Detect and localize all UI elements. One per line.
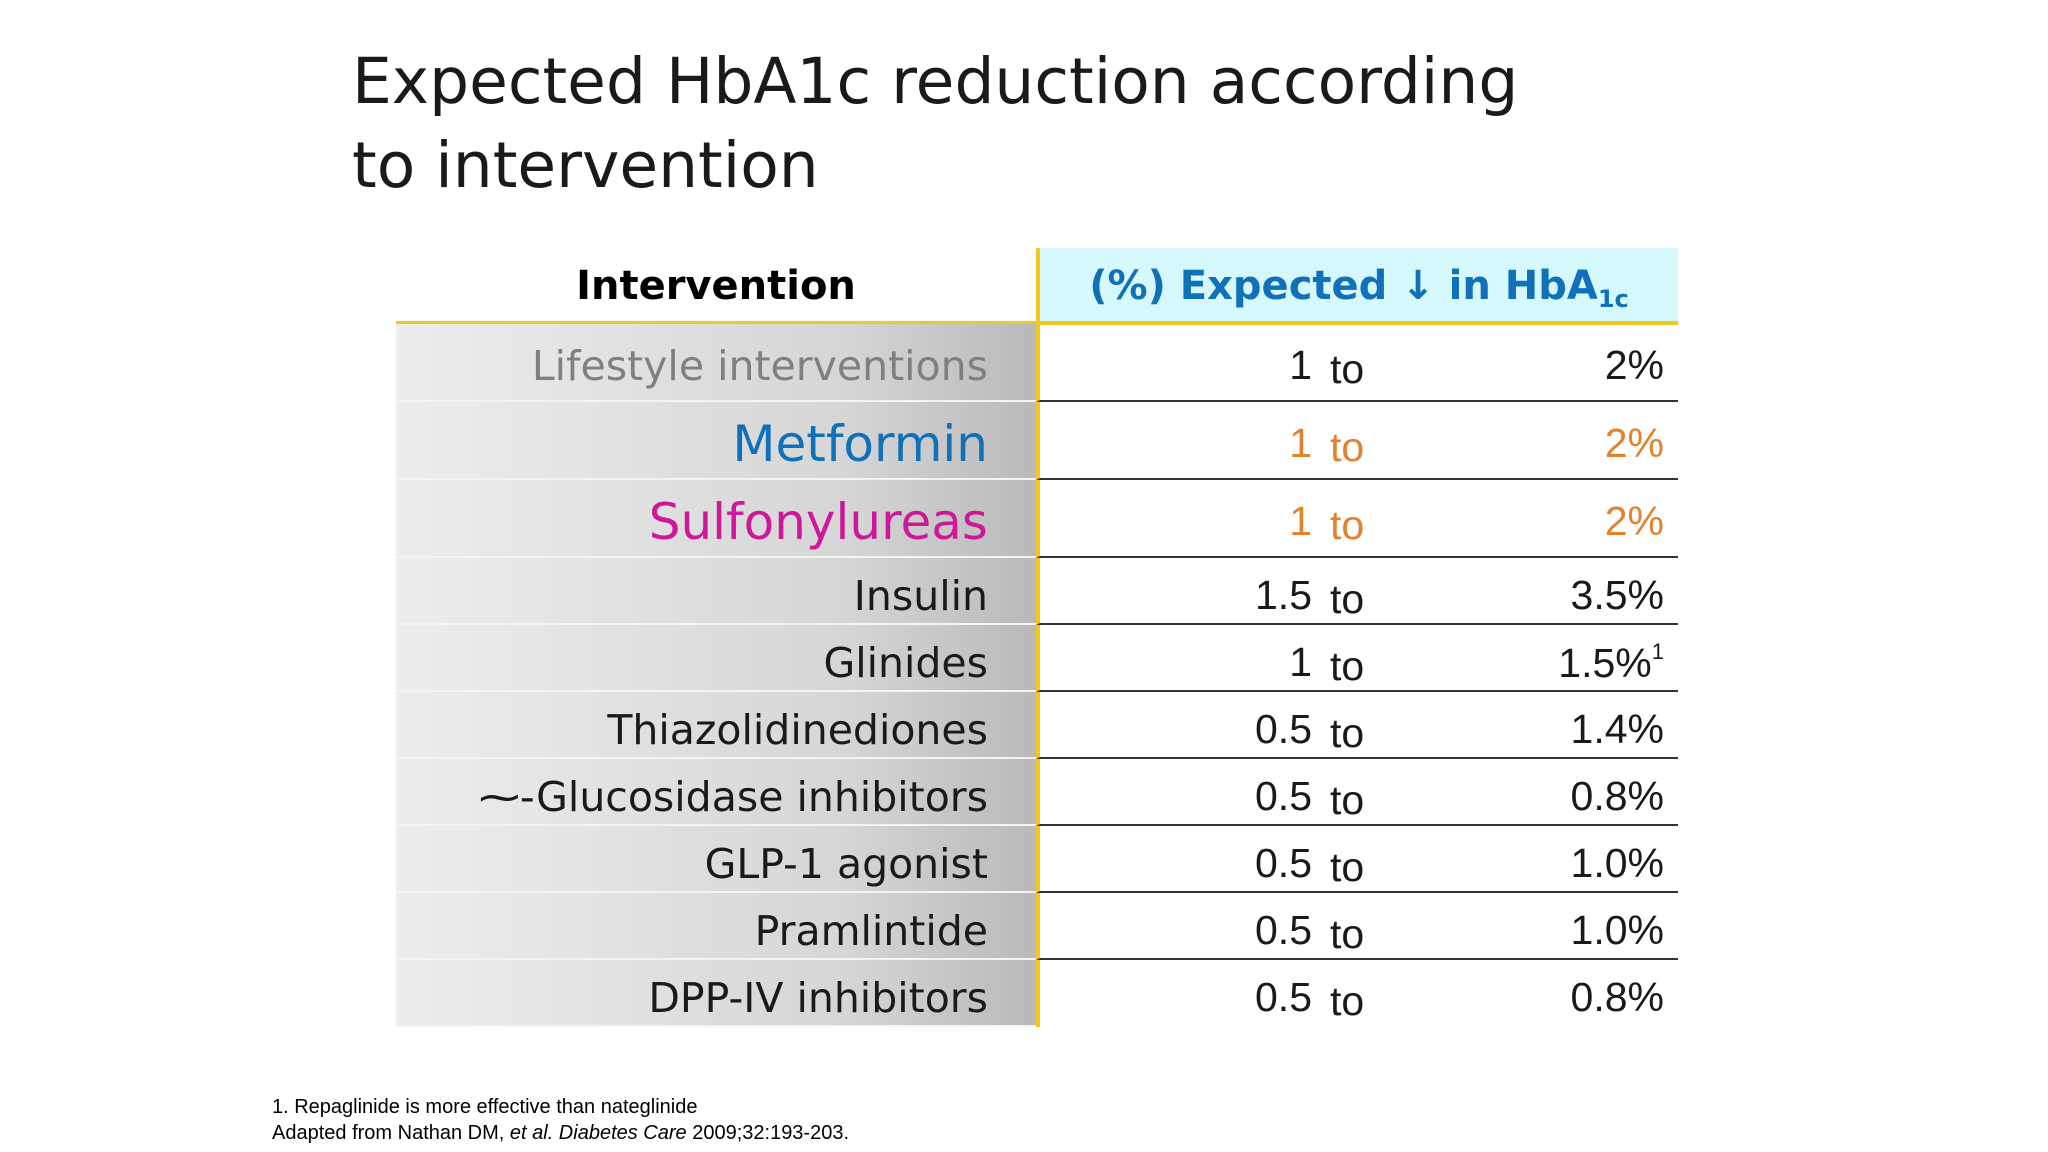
range-from: 0.5 — [1255, 907, 1312, 953]
table-row: GLP-1 agonist 0.5 to 1.0% — [396, 826, 1678, 893]
reduction-range: 1 to 2% — [1036, 402, 1678, 480]
intervention-name: Glinides — [396, 625, 1036, 692]
range-end: 1.0% — [1571, 840, 1664, 887]
range-end: 2% — [1605, 342, 1664, 389]
range-end: 2% — [1605, 498, 1664, 545]
intervention-name: DPP-IV inhibitors — [396, 960, 1036, 1027]
range-end: 1.4% — [1571, 706, 1664, 753]
range-to-word: to — [1330, 346, 1365, 392]
range-from: 1 — [1289, 639, 1312, 685]
header-expected-reduction: (%) Expected ↓ in HbA1c — [1036, 248, 1678, 325]
range-end-value: 0.8% — [1570, 974, 1664, 1020]
source-suffix: 2009;32:193-203. — [686, 1122, 850, 1144]
range-end-value: 2% — [1604, 420, 1664, 466]
table-row: Pramlintide 0.5 to 1.0% — [396, 893, 1678, 960]
header-expected-reduction-subscript: 1c — [1597, 285, 1629, 313]
range-to-word: to — [1330, 424, 1365, 470]
intervention-name: Pramlintide — [396, 893, 1036, 960]
range-to-word: to — [1330, 844, 1365, 890]
table-row: Thiazolidinediones 0.5 to 1.4% — [396, 692, 1678, 759]
range-end-value: 0.8% — [1570, 773, 1664, 819]
range-end: 1.0% — [1571, 907, 1664, 954]
range-end: 1.5%1 — [1558, 639, 1664, 687]
footnote-marker: 1 — [1651, 639, 1664, 664]
range-to-word: to — [1330, 710, 1365, 756]
range-end-value: 1.5% — [1558, 640, 1652, 686]
intervention-name: Insulin — [396, 558, 1036, 625]
footnotes: 1. Repaglinide is more effective than na… — [272, 1094, 849, 1146]
range-end-value: 2% — [1604, 498, 1664, 544]
source-citation: Adapted from Nathan DM, et al. Diabetes … — [272, 1120, 849, 1146]
range-to-word: to — [1330, 502, 1365, 548]
range-from: 1 — [1289, 342, 1312, 388]
range-to-word: to — [1330, 643, 1365, 689]
source-prefix: Adapted from Nathan DM, — [272, 1122, 510, 1144]
range-end: 0.8% — [1571, 773, 1664, 820]
table-row: Metformin 1 to 2% — [396, 402, 1678, 480]
range-end: 0.8% — [1571, 974, 1664, 1021]
table-row: Glinides 1 to 1.5%1 — [396, 625, 1678, 692]
range-end-value: 3.5% — [1570, 572, 1664, 618]
reduction-range: 1 to 1.5%1 — [1036, 625, 1678, 692]
intervention-name: Metformin — [396, 402, 1036, 480]
range-from: 0.5 — [1255, 840, 1312, 886]
reduction-range: 0.5 to 0.8% — [1036, 960, 1678, 1027]
range-end-value: 2% — [1604, 342, 1664, 388]
range-from: 0.5 — [1255, 974, 1312, 1020]
reduction-range: 0.5 to 1.0% — [1036, 826, 1678, 893]
table-row: Insulin 1.5 to 3.5% — [396, 558, 1678, 625]
range-from: 1 — [1289, 420, 1312, 466]
slide-title: Expected HbA1c reduction according to in… — [352, 40, 1652, 208]
reduction-range: 1 to 2% — [1036, 324, 1678, 402]
table-row: Sulfonylureas 1 to 2% — [396, 480, 1678, 558]
range-end: 3.5% — [1571, 572, 1664, 619]
range-to-word: to — [1330, 576, 1365, 622]
reduction-range: 0.5 to 1.0% — [1036, 893, 1678, 960]
intervention-name: Lifestyle interventions — [396, 324, 1036, 402]
range-from: 1.5 — [1255, 572, 1312, 618]
source-italic: et al. Diabetes Care — [509, 1122, 687, 1144]
table-header-row: Intervention (%) Expected ↓ in HbA1c — [396, 248, 1678, 325]
range-to-word: to — [1330, 978, 1365, 1024]
slide-title-line-1: Expected HbA1c reduction according — [352, 45, 1519, 118]
intervention-name: Thiazolidinediones — [396, 692, 1036, 759]
range-end-value: 1.0% — [1570, 840, 1664, 886]
range-from: 0.5 — [1255, 773, 1312, 819]
slide-title-line-2: to intervention — [352, 129, 819, 202]
range-to-word: to — [1330, 911, 1365, 957]
footnote-1: 1. Repaglinide is more effective than na… — [272, 1096, 698, 1118]
range-to-word: to — [1330, 777, 1365, 823]
intervention-name: Sulfonylureas — [396, 480, 1036, 558]
intervention-name: ⁓-Glucosidase inhibitors — [396, 759, 1036, 826]
table-row: Lifestyle interventions 1 to 2% — [396, 324, 1678, 402]
range-end-value: 1.4% — [1570, 706, 1664, 752]
range-end-value: 1.0% — [1570, 907, 1664, 953]
reduction-range: 1.5 to 3.5% — [1036, 558, 1678, 625]
reduction-range: 0.5 to 0.8% — [1036, 759, 1678, 826]
reduction-range: 1 to 2% — [1036, 480, 1678, 558]
header-intervention: Intervention — [396, 248, 1036, 325]
intervention-name: GLP-1 agonist — [396, 826, 1036, 893]
table-row: ⁓-Glucosidase inhibitors 0.5 to 0.8% — [396, 759, 1678, 826]
table-row: DPP-IV inhibitors 0.5 to 0.8% — [396, 960, 1678, 1027]
range-from: 1 — [1289, 498, 1312, 544]
range-from: 0.5 — [1255, 706, 1312, 752]
range-end: 2% — [1605, 420, 1664, 467]
header-expected-reduction-text: (%) Expected ↓ in HbA — [1089, 263, 1598, 309]
hba1c-table: Intervention (%) Expected ↓ in HbA1c Lif… — [396, 248, 1678, 1027]
reduction-range: 0.5 to 1.4% — [1036, 692, 1678, 759]
